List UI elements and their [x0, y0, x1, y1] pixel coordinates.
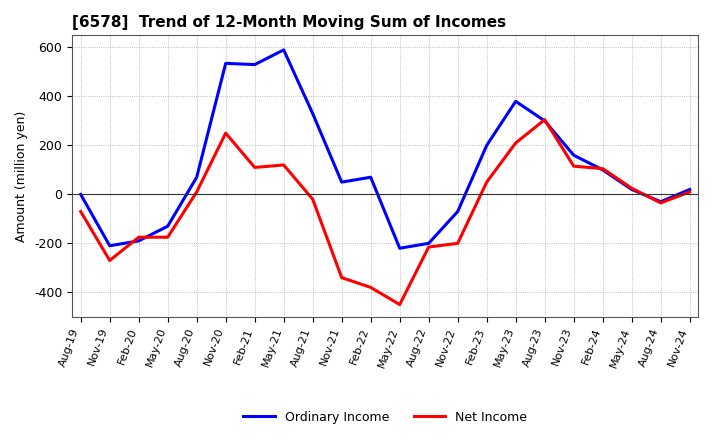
Net Income: [395, 302, 404, 307]
Net Income: [598, 166, 607, 171]
Net Income: [627, 186, 636, 191]
Net Income: [163, 235, 172, 240]
Net Income: [424, 244, 433, 249]
Net Income: [105, 258, 114, 263]
Ordinary Income: [541, 118, 549, 124]
Line: Ordinary Income: Ordinary Income: [81, 50, 690, 248]
Legend: Ordinary Income, Net Income: Ordinary Income, Net Income: [238, 406, 532, 429]
Ordinary Income: [685, 187, 694, 192]
Net Income: [482, 180, 491, 185]
Ordinary Income: [76, 192, 85, 197]
Net Income: [221, 131, 230, 136]
Line: Net Income: Net Income: [81, 120, 690, 304]
Ordinary Income: [251, 62, 259, 67]
Net Income: [366, 285, 375, 290]
Net Income: [657, 200, 665, 205]
Y-axis label: Amount (million yen): Amount (million yen): [15, 110, 28, 242]
Ordinary Income: [221, 61, 230, 66]
Net Income: [308, 197, 317, 202]
Ordinary Income: [570, 153, 578, 158]
Ordinary Income: [105, 243, 114, 249]
Ordinary Income: [627, 187, 636, 192]
Ordinary Income: [308, 111, 317, 116]
Ordinary Income: [192, 175, 201, 180]
Net Income: [192, 189, 201, 194]
Net Income: [251, 165, 259, 170]
Net Income: [570, 164, 578, 169]
Ordinary Income: [511, 99, 520, 104]
Net Income: [338, 275, 346, 280]
Text: [6578]  Trend of 12-Month Moving Sum of Incomes: [6578] Trend of 12-Month Moving Sum of I…: [72, 15, 506, 30]
Ordinary Income: [424, 241, 433, 246]
Ordinary Income: [279, 47, 288, 52]
Net Income: [76, 209, 85, 214]
Net Income: [685, 189, 694, 194]
Ordinary Income: [338, 180, 346, 185]
Net Income: [454, 241, 462, 246]
Ordinary Income: [395, 246, 404, 251]
Ordinary Income: [366, 175, 375, 180]
Ordinary Income: [598, 167, 607, 172]
Ordinary Income: [657, 199, 665, 204]
Net Income: [511, 140, 520, 146]
Ordinary Income: [482, 143, 491, 148]
Net Income: [279, 162, 288, 168]
Ordinary Income: [163, 224, 172, 229]
Net Income: [135, 235, 143, 240]
Ordinary Income: [454, 209, 462, 214]
Net Income: [541, 117, 549, 122]
Ordinary Income: [135, 238, 143, 243]
